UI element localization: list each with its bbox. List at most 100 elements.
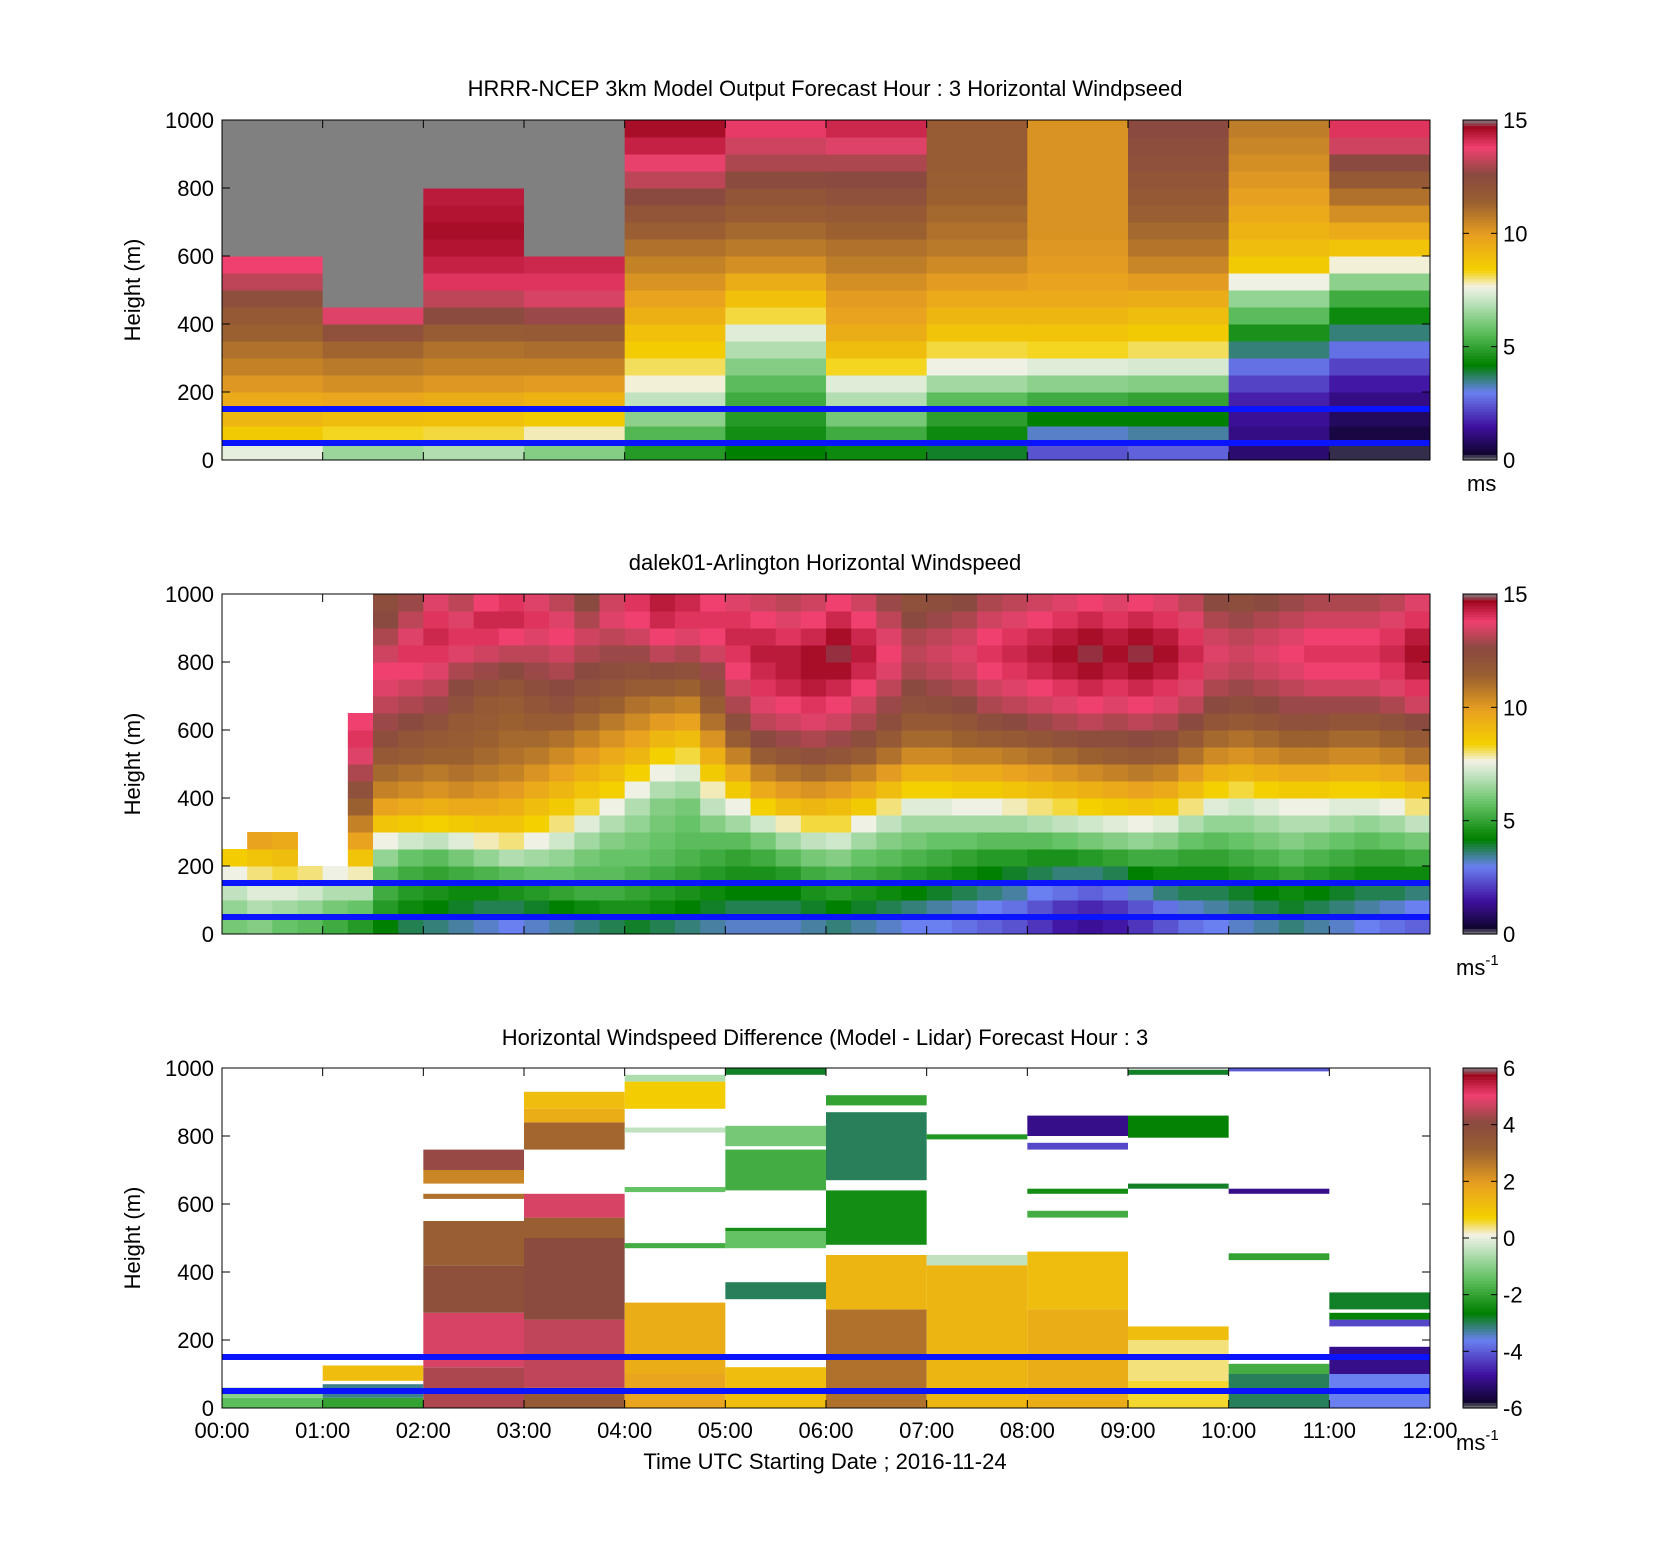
colorbar-segment (1463, 922, 1497, 927)
colorbar-segment (1463, 448, 1497, 453)
lidar-cell (750, 696, 777, 714)
model-cell (725, 171, 827, 189)
colorbar-segment (1463, 1073, 1497, 1078)
colorbar-tick-label: 5 (1503, 335, 1515, 360)
colorbar-segment (1463, 315, 1497, 319)
model-cell (725, 426, 827, 444)
lidar-cell (800, 747, 827, 765)
lidar-cell (977, 747, 1003, 765)
lidar-cell (649, 866, 676, 884)
lidar-cell (901, 679, 928, 697)
lidar-cell (448, 883, 475, 901)
model-cell (222, 120, 324, 138)
model-cell (322, 341, 424, 359)
lidar-cell (1178, 832, 1204, 850)
colorbar-segment (1463, 1345, 1497, 1350)
lidar-cell (1077, 815, 1104, 833)
model-cell (926, 188, 1028, 206)
lidar-cell (398, 747, 424, 765)
lidar-cell (876, 747, 902, 765)
lidar-cell (1128, 764, 1154, 782)
lidar-cell (524, 764, 550, 782)
model-cell (1329, 409, 1431, 427)
colorbar-segment (1463, 798, 1497, 802)
colorbar-segment (1463, 301, 1497, 305)
colorbar-segment (1463, 216, 1497, 220)
lidar-cell (1304, 747, 1330, 765)
colorbar-segment (1463, 1348, 1497, 1352)
colorbar-segment (1463, 817, 1497, 822)
lidar-cell (1354, 713, 1381, 731)
colorbar-tick-label: 0 (1503, 922, 1515, 947)
colorbar-segment (1463, 1357, 1497, 1361)
lidar-cell (599, 747, 626, 765)
colorbar-segment (1463, 312, 1497, 317)
colorbar-segment (1463, 423, 1497, 427)
difference-band (624, 1081, 726, 1109)
x-tick-label: 03:00 (496, 1418, 551, 1443)
colorbar-segment (1463, 400, 1497, 404)
model-cell (322, 358, 424, 376)
lidar-cell (1304, 594, 1330, 612)
model-cell (826, 409, 928, 427)
lidar-cell (675, 662, 701, 680)
lidar-cell (1404, 662, 1431, 680)
colorbar-segment (1463, 349, 1497, 353)
lidar-cell (448, 713, 475, 731)
lidar-cell (1379, 645, 1406, 663)
lidar-cell (1027, 747, 1053, 765)
lidar-cell (926, 866, 953, 884)
colorbar-segment (1463, 338, 1497, 342)
model-cell (1329, 341, 1431, 359)
lidar-cell (750, 679, 777, 697)
colorbar-segment (1463, 871, 1497, 876)
lidar-cell (1329, 611, 1355, 629)
colorbar-segment (1463, 707, 1497, 711)
panel-lidar-title: dalek01-Arlington Horizontal Windspeed (629, 550, 1022, 575)
model-cell (725, 324, 827, 342)
lidar-cell (1128, 696, 1154, 714)
colorbar-segment (1463, 139, 1497, 144)
y-tick-label: 200 (177, 380, 214, 405)
colorbar-segment (1463, 1181, 1497, 1185)
lidar-cell (700, 594, 726, 612)
colorbar-segment (1463, 1212, 1497, 1216)
lidar-cell (599, 662, 626, 680)
lidar-cell (826, 747, 852, 765)
lidar-cell (448, 645, 475, 663)
lidar-cell (675, 645, 701, 663)
colorbar-segment (1463, 1223, 1497, 1228)
lidar-cell (1102, 611, 1129, 629)
lidar-cell (977, 815, 1003, 833)
colorbar-segment (1463, 1133, 1497, 1137)
lidar-cell (1178, 781, 1204, 799)
model-cell (1027, 426, 1129, 444)
lidar-cell (826, 849, 852, 867)
lidar-cell (1304, 764, 1330, 782)
lidar-cell (775, 628, 802, 646)
model-cell (423, 375, 525, 393)
lidar-cell (1027, 798, 1053, 816)
colorbar-segment (1463, 326, 1497, 331)
lidar-cell (1279, 628, 1305, 646)
colorbar-segment (1463, 207, 1497, 212)
colorbar-segment (1463, 741, 1497, 745)
lidar-cell (1002, 662, 1028, 680)
lidar-cell (524, 815, 550, 833)
lidar-cell (750, 611, 777, 629)
model-cell (524, 443, 626, 461)
lidar-cell (1027, 645, 1053, 663)
lidar-cell (574, 781, 600, 799)
x-tick-label: 07:00 (899, 1418, 954, 1443)
colorbar-segment (1463, 428, 1497, 433)
lidar-cell (826, 764, 852, 782)
model-cell (222, 137, 324, 155)
lidar-cell (1379, 747, 1406, 765)
lidar-cell (599, 679, 626, 697)
difference-band (725, 1125, 826, 1147)
lidar-cell (448, 611, 475, 629)
lidar-cell (851, 662, 877, 680)
lidar-cell (473, 679, 500, 697)
colorbar-segment (1463, 173, 1497, 178)
